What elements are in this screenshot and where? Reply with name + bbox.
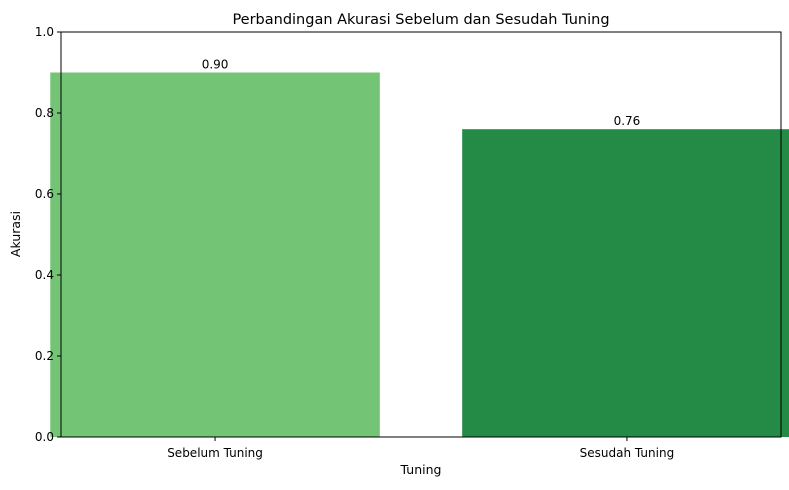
y-tick-label: 0.2 bbox=[35, 349, 54, 363]
y-tick-label: 0.6 bbox=[35, 187, 54, 201]
plot-frame bbox=[60, 31, 782, 438]
y-tick-label: 0.8 bbox=[35, 106, 54, 120]
bar-sebelum-tuning bbox=[50, 72, 380, 437]
bar-sesudah-tuning bbox=[462, 129, 789, 437]
data-labels-layer: 0.90 0.76 bbox=[202, 58, 641, 129]
bars-layer bbox=[50, 72, 789, 437]
x-tick-label: Sesudah Tuning bbox=[580, 446, 675, 460]
chart-title: Perbandingan Akurasi Sebelum dan Sesudah… bbox=[232, 12, 609, 28]
y-tick-label: 0.4 bbox=[35, 268, 54, 282]
data-label: 0.90 bbox=[202, 58, 229, 72]
data-label: 0.76 bbox=[614, 114, 641, 128]
x-axis-label: Tuning bbox=[400, 462, 442, 477]
y-tick-label: 0.0 bbox=[35, 430, 54, 444]
x-tick-label: Sebelum Tuning bbox=[167, 446, 263, 460]
y-axis: 0.0 0.2 0.4 0.6 0.8 1.0 bbox=[35, 25, 61, 444]
y-tick-label: 1.0 bbox=[35, 25, 54, 39]
y-axis-label: Akurasi bbox=[8, 211, 23, 257]
x-axis: Sebelum Tuning Sesudah Tuning bbox=[167, 437, 674, 460]
